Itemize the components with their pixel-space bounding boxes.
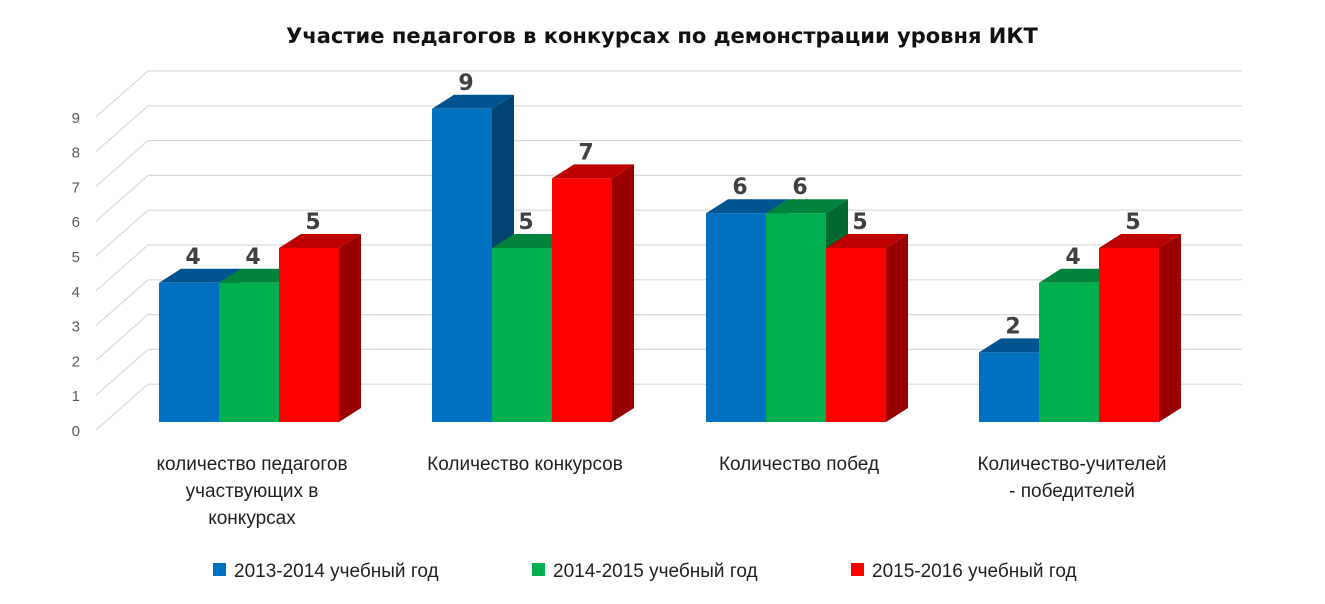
bar-top: [766, 199, 848, 214]
gridline-side: [95, 140, 149, 187]
bar: [552, 164, 634, 422]
bar-value-label: 5: [1125, 210, 1140, 235]
legend-swatch: [851, 563, 864, 576]
bar-value-label: 2: [1005, 314, 1020, 339]
bar-front: [159, 282, 219, 422]
bar-front: [1039, 282, 1099, 422]
gridline-side: [95, 279, 149, 327]
bar-top: [552, 164, 634, 179]
chart-title: Участие педагогов в конкурсах по демонст…: [286, 24, 1038, 48]
bar-top: [1099, 234, 1181, 248]
bar-side: [1159, 234, 1181, 422]
bar-front: [219, 282, 279, 422]
gridline-side: [95, 209, 149, 257]
y-tick-label: 6: [72, 214, 80, 231]
legend-item: 2014-2015 учебный год: [532, 561, 758, 582]
legend-label: 2013-2014 учебный год: [234, 561, 439, 582]
category-label: - победителей: [1009, 481, 1135, 502]
bar-value-label: 4: [1065, 245, 1080, 270]
bar: [826, 234, 908, 422]
bars: [159, 94, 1181, 423]
gridline-side: [95, 314, 149, 361]
gridline-side: [95, 105, 149, 153]
bar-front: [826, 248, 886, 422]
bar-value-label: 7: [578, 140, 593, 165]
category-label: количество педагогов: [156, 454, 347, 475]
legend-label: 2014-2015 учебный год: [553, 561, 758, 582]
gridline-side: [95, 244, 149, 292]
gridline-side: [95, 70, 149, 118]
legend-item: 2013-2014 учебный год: [213, 561, 439, 582]
y-tick-label: 9: [72, 110, 80, 127]
bar-front: [492, 248, 552, 422]
category-label: Количество конкурсов: [427, 454, 623, 475]
bar-value-label: 5: [852, 210, 867, 235]
legend-swatch: [532, 563, 545, 576]
bar-top: [826, 234, 908, 248]
legend: 2013-2014 учебный год 2014-2015 учебный г…: [213, 561, 1077, 582]
bar-top: [706, 199, 788, 214]
bar-top: [279, 234, 361, 248]
legend-swatch: [213, 563, 226, 576]
y-tick-label: 8: [72, 145, 80, 162]
bar-front: [1099, 248, 1159, 422]
bar-side: [886, 234, 908, 422]
legend-label: 2015-2016 учебный год: [872, 561, 1077, 582]
category-label: Количество побед: [719, 454, 879, 475]
bar-front: [979, 352, 1039, 422]
data-labels: 4 4 5 9 5 7 6 6 5 2 4 5: [185, 71, 1140, 340]
gridline-side: [95, 383, 149, 431]
gridline-side: [95, 174, 149, 222]
bar-value-label: 4: [245, 245, 260, 270]
gridline-side: [95, 348, 149, 396]
y-tick-label: 1: [72, 388, 80, 405]
bar-top: [159, 268, 241, 283]
y-tick-label: 2: [72, 353, 80, 370]
bar-value-label: 6: [792, 175, 807, 200]
bar-value-label: 9: [458, 71, 473, 96]
bar: [432, 94, 514, 423]
bar-front: [766, 213, 826, 422]
bar-value-label: 5: [518, 210, 533, 235]
y-tick-label: 3: [72, 319, 80, 336]
bar-side: [339, 234, 361, 422]
bar-front: [279, 248, 339, 422]
category-labels: количество педагогов участвующих в конкурс…: [156, 454, 1166, 529]
y-tick-label: 7: [72, 179, 80, 196]
bar-top: [432, 94, 514, 109]
bar: [279, 234, 361, 422]
y-tick-label: 5: [72, 249, 80, 266]
bar: [1099, 234, 1181, 422]
bar-front: [432, 108, 492, 423]
category-label: конкурсах: [208, 508, 296, 529]
category-label: участвующих в: [186, 481, 319, 502]
bar-front: [706, 213, 766, 422]
bar-value-label: 4: [185, 245, 200, 270]
bar-front: [552, 178, 612, 422]
bar-value-label: 6: [732, 175, 747, 200]
legend-item: 2015-2016 учебный год: [851, 561, 1077, 582]
category-label: Количество-учителей: [977, 454, 1166, 475]
bar-side: [612, 164, 634, 422]
y-tick-label: 0: [72, 423, 80, 440]
bar-value-label: 5: [305, 210, 320, 235]
y-tick-label: 4: [72, 284, 80, 301]
y-axis-ticks: 0 1 2 3 4 5 6 7 8 9: [72, 110, 80, 440]
